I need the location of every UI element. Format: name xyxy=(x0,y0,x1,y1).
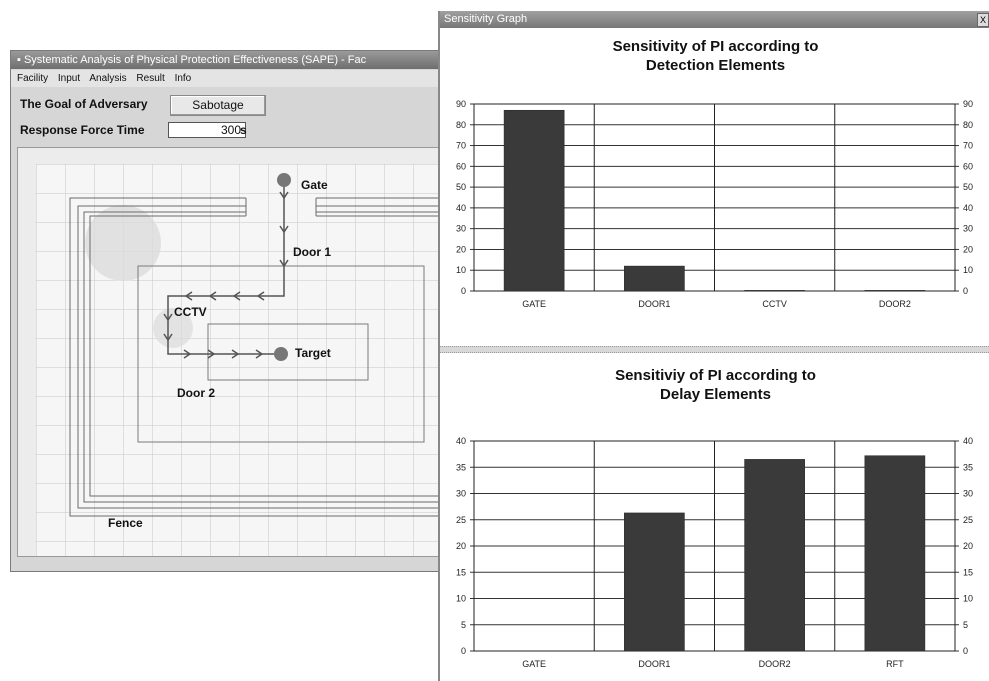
chart-divider xyxy=(440,346,989,353)
y-tick-label-right: 90 xyxy=(963,99,973,109)
y-tick-label-right: 40 xyxy=(963,436,973,446)
y-tick-label: 20 xyxy=(456,244,466,254)
y-tick-label: 30 xyxy=(456,489,466,499)
menu-input[interactable]: Input xyxy=(57,73,81,84)
background-blob xyxy=(85,205,161,281)
bar-door1 xyxy=(624,265,685,292)
y-tick-label-right: 20 xyxy=(963,541,973,551)
y-tick-label: 35 xyxy=(456,462,466,472)
close-icon[interactable]: X xyxy=(977,13,989,27)
y-tick-label: 25 xyxy=(456,515,466,525)
detection-sensitivity-chart: 0 0 10 10 20 20 30 30 40 40 50 50 60 60 70 70 80 80 90 90 GA… xyxy=(456,99,973,309)
detection-chart-title-line1: Sensitivity of PI according to xyxy=(612,38,819,55)
goal-label: The Goal of Adversary xyxy=(20,97,148,111)
menu-result[interactable]: Result xyxy=(136,73,165,84)
fence-outline xyxy=(69,197,444,517)
facility-layout-panel[interactable]: Gate Door 1 CCTV Target Door 2 Fence xyxy=(17,147,445,557)
y-tick-label-right: 30 xyxy=(963,224,973,234)
bar-rft xyxy=(864,455,926,652)
main-title-bar[interactable]: ▪ Systematic Analysis of Physical Protec… xyxy=(11,51,449,69)
y-tick-label-right: 0 xyxy=(963,646,968,656)
x-tick-label: DOOR2 xyxy=(879,299,911,309)
window-icon: ▪ xyxy=(17,54,24,66)
x-tick-label: DOOR2 xyxy=(759,659,791,669)
y-tick-label-right: 10 xyxy=(963,594,973,604)
y-tick-label: 30 xyxy=(456,224,466,234)
goal-sabotage-button[interactable]: Sabotage xyxy=(170,95,266,116)
y-tick-label-right: 70 xyxy=(963,141,973,151)
y-tick-label: 0 xyxy=(461,646,466,656)
menu-facility[interactable]: Facility xyxy=(17,73,49,84)
bar-door2 xyxy=(744,459,805,652)
y-tick-label: 0 xyxy=(461,286,466,296)
y-tick-label-right: 25 xyxy=(963,515,973,525)
bar-cctv xyxy=(744,290,805,292)
y-tick-label: 70 xyxy=(456,141,466,151)
y-tick-label: 40 xyxy=(456,436,466,446)
y-tick-label: 20 xyxy=(456,541,466,551)
sensitivity-graph-window: Sensitivity Graph X Sensitivity of PI ac… xyxy=(438,11,989,681)
bar-door1 xyxy=(624,512,685,652)
main-window-title: Systematic Analysis of Physical Protecti… xyxy=(23,54,367,66)
y-tick-label: 10 xyxy=(456,265,466,275)
x-tick-label: GATE xyxy=(522,299,546,309)
y-tick-label: 40 xyxy=(456,203,466,213)
y-tick-label-right: 20 xyxy=(963,244,973,254)
response-time-unit: s xyxy=(240,123,247,137)
building-outline xyxy=(137,265,425,443)
y-tick-label-right: 60 xyxy=(963,161,973,171)
door1-label: Door 1 xyxy=(293,245,332,259)
bar-gate xyxy=(503,109,565,292)
y-tick-label-right: 50 xyxy=(963,182,973,192)
bar-door2 xyxy=(864,290,926,292)
menu-info[interactable]: Info xyxy=(174,73,192,84)
y-tick-label-right: 0 xyxy=(963,286,968,296)
sape-window: ▪ Systematic Analysis of Physical Protec… xyxy=(10,50,450,572)
y-tick-label-right: 80 xyxy=(963,120,973,130)
target-room-outline xyxy=(207,323,369,381)
adversary-path xyxy=(163,180,289,359)
x-tick-label: RFT xyxy=(886,659,904,669)
cctv-label: CCTV xyxy=(174,305,207,319)
y-tick-label-right: 40 xyxy=(963,203,973,213)
y-tick-label-right: 10 xyxy=(963,265,973,275)
gate-marker xyxy=(277,173,291,187)
y-tick-label: 10 xyxy=(456,594,466,604)
fence-label: Fence xyxy=(108,516,143,530)
door2-label: Door 2 xyxy=(177,386,216,400)
x-tick-label: GATE xyxy=(522,659,546,669)
facility-map xyxy=(36,164,444,556)
y-tick-label: 50 xyxy=(456,182,466,192)
y-tick-label-right: 5 xyxy=(963,620,968,630)
delay-chart-title-line2: Delay Elements xyxy=(660,386,771,403)
response-time-label: Response Force Time xyxy=(20,123,145,137)
y-tick-label-right: 35 xyxy=(963,462,973,472)
x-tick-label: DOOR1 xyxy=(638,299,670,309)
response-time-input[interactable]: 300 xyxy=(168,122,246,138)
x-tick-label: DOOR1 xyxy=(638,659,670,669)
menu-bar: Facility Input Analysis Result Info xyxy=(11,70,449,87)
y-tick-label-right: 30 xyxy=(963,489,973,499)
y-tick-label: 80 xyxy=(456,120,466,130)
y-tick-label: 90 xyxy=(456,99,466,109)
graph-window-title: Sensitivity Graph xyxy=(444,13,528,25)
target-label: Target xyxy=(295,346,331,360)
graph-title-bar[interactable]: Sensitivity Graph X xyxy=(440,11,989,28)
detection-chart-title-line2: Detection Elements xyxy=(645,57,786,74)
x-tick-label: CCTV xyxy=(762,299,787,309)
y-tick-label: 60 xyxy=(456,161,466,171)
y-tick-label-right: 15 xyxy=(963,567,973,577)
background-blob xyxy=(153,308,193,348)
gate-label: Gate xyxy=(301,178,328,192)
y-tick-label: 15 xyxy=(456,567,466,577)
target-marker xyxy=(274,347,288,361)
delay-chart-title-line1: Sensitiviy of PI according to xyxy=(615,367,816,384)
delay-sensitivity-chart: 0 0 5 5 10 10 15 15 20 20 25 25 30 30 35 35 40 40 GATE DOOR… xyxy=(456,436,973,669)
menu-analysis[interactable]: Analysis xyxy=(89,73,127,84)
y-tick-label: 5 xyxy=(461,620,466,630)
